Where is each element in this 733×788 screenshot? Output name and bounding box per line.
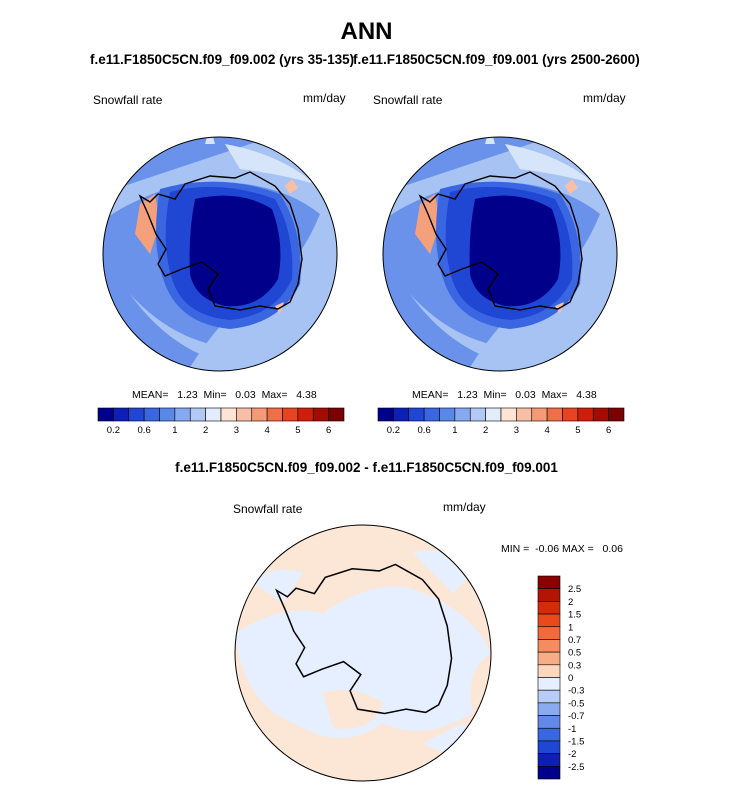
panel-2-colorbar-swatch: [485, 407, 502, 422]
panel-1-colorbar-swatch: [312, 407, 329, 422]
diff-colorbar-swatch: [537, 766, 561, 780]
diff-colorbar-swatch: [537, 588, 561, 602]
diff-colorbar-swatch: [537, 727, 561, 742]
panel-1-subtitle: f.e11.F1850C5CN.f09_f09.002 (yrs 35-135): [90, 52, 355, 67]
panel-2-colorbar-tick-label: 1: [452, 425, 457, 436]
panel-2-map: [382, 136, 618, 372]
diff-colorbar-swatch: [537, 639, 561, 653]
diff-colorbar-swatch: [537, 740, 561, 754]
panel-1-colorbar-swatch: [174, 407, 191, 422]
panel-1-colorbar-tick-label: 1: [172, 425, 177, 436]
diff-colorbar-tick-label: 1.5: [568, 610, 581, 621]
panel-2-subtitle: f.e11.F1850C5CN.f09_f09.001 (yrs 2500-26…: [353, 52, 640, 67]
panel-2-colorbar-swatch: [531, 407, 548, 422]
panel-2-colorbar-tick-label: 0.6: [418, 425, 431, 436]
panel-1-colorbar-swatch: [297, 407, 314, 422]
diff-colorbar-swatch: [537, 601, 561, 615]
panel-1-colorbar-swatch: [328, 407, 345, 422]
diff-colorbar-swatch: [537, 613, 561, 628]
panel-2-colorbar-swatch: [423, 407, 440, 422]
panel-2-colorbar-tick-label: 3: [514, 425, 519, 436]
diff-colorbar-tick-label: -0.7: [568, 711, 584, 722]
diff-colorbar-tick-label: -2: [568, 749, 576, 760]
diff-colorbar-tick-label: -0.5: [568, 698, 584, 709]
panel-2-colorbar-swatch: [546, 407, 563, 422]
panel-2-colorbar-swatch: [454, 407, 471, 422]
panel-1-colorbar-tick-label: 2: [203, 425, 208, 436]
diff-colorbar-tick-label: -2.5: [568, 762, 584, 773]
panel-2-colorbar-tick-label: 4: [544, 425, 549, 436]
diff-colorbar-swatch: [537, 753, 561, 767]
diff-map: [234, 524, 492, 782]
panel-2-colorbar-swatch: [577, 407, 594, 422]
panel-2-colorbar: 0.2 0.6 1 2 3 4 5 6: [377, 407, 625, 436]
diff-colorbar-swatch: [537, 715, 561, 729]
panel-1-colorbar-swatch: [205, 407, 222, 422]
diff-colorbar-swatch: [537, 689, 561, 704]
panel-1-colorbar-tick-label: 0.6: [138, 425, 151, 436]
panel-1-colorbar-swatch: [143, 407, 160, 422]
panel-2-colorbar-swatch: [469, 407, 486, 422]
panel-1-map: [102, 136, 338, 372]
diff-colorbar-swatch: [537, 702, 561, 716]
panel-2-colorbar-swatch: [608, 407, 625, 422]
panel-1-colorbar-swatch: [251, 407, 268, 422]
panel-2-colorbar-swatch: [562, 407, 579, 422]
diff-colorbar-swatch: [537, 575, 561, 589]
panel-1-colorbar-swatch: [220, 407, 237, 422]
panel-2-colorbar-swatch: [516, 407, 533, 422]
diff-colorbar-tick-label: 0.5: [568, 648, 581, 659]
diff-colorbar-tick-label: -1.5: [568, 736, 584, 747]
panel-1-colorbar-tick-label: 6: [326, 425, 331, 436]
panel-1-colorbar-tick-label: 5: [295, 425, 300, 436]
panel-2-colorbar-tick-label: 6: [606, 425, 611, 436]
diff-colorbar-tick-label: -1: [568, 724, 576, 735]
panel-2-colorbar-swatch: [500, 407, 517, 422]
panel-1-colorbar-tick-label: 4: [264, 425, 269, 436]
diff-colorbar-tick-label: 2.5: [568, 584, 581, 595]
panel-1-colorbar-swatch: [282, 407, 299, 422]
panel-1-colorbar-swatch: [189, 407, 206, 422]
panel-1-colorbar-swatch: [159, 407, 176, 422]
panel-1-colorbar-swatch: [266, 407, 283, 422]
panel-1-colorbar: 0.2 0.6 1 2 3 4 5 6: [97, 407, 345, 436]
panel-2-units: mm/day: [583, 91, 626, 105]
panel-2-colorbar-tick-label: 2: [483, 425, 488, 436]
panel-2-var-label: Snowfall rate: [373, 93, 443, 107]
panel-2-colorbar-swatch: [377, 407, 394, 422]
diff-colorbar-tick-label: 0.7: [568, 635, 581, 646]
diff-subtitle: f.e11.F1850C5CN.f09_f09.002 - f.e11.F185…: [175, 460, 558, 475]
panel-2-colorbar-swatch: [393, 407, 410, 422]
panel-2-colorbar-swatch: [439, 407, 456, 422]
diff-var-label: Snowfall rate: [233, 502, 303, 516]
panel-1-colorbar-swatch: [97, 407, 114, 422]
diff-stats: MIN = -0.06 MAX = 0.06: [501, 543, 623, 555]
diff-colorbar-tick-label: 0: [568, 673, 573, 684]
diff-colorbar-tick-label: 2: [568, 597, 573, 608]
diff-colorbar: 2.5 2 1.51 0.7 0.50.3 0 -0.3-0.5 -0.7 -1-1.5 -2 -2…: [537, 575, 584, 780]
diff-colorbar-tick-label: 0.3: [568, 660, 581, 671]
diff-colorbar-swatch: [537, 664, 561, 678]
panel-2-stats: MEAN= 1.23 Min= 0.03 Max= 4.38: [412, 389, 597, 401]
diff-colorbar-swatch: [537, 626, 561, 640]
diff-colorbar-swatch: [537, 651, 561, 666]
panel-2-colorbar-tick-label: 0.2: [387, 425, 400, 436]
panel-1-colorbar-tick-label: 3: [234, 425, 239, 436]
panel-1-var-label: Snowfall rate: [93, 93, 163, 107]
panel-2-colorbar-swatch: [592, 407, 609, 422]
main-title: ANN: [340, 18, 393, 45]
panel-1-colorbar-tick-label: 0.2: [107, 425, 120, 436]
panel-1-stats: MEAN= 1.23 Min= 0.03 Max= 4.38: [132, 389, 317, 401]
panel-1-colorbar-swatch: [128, 407, 145, 422]
panel-1-units: mm/day: [303, 91, 346, 105]
panel-1-colorbar-swatch: [236, 407, 253, 422]
diff-units: mm/day: [443, 500, 486, 514]
panel-1-colorbar-swatch: [113, 407, 130, 422]
diff-colorbar-tick-label: 1: [568, 622, 573, 633]
panel-2-colorbar-tick-label: 5: [575, 425, 580, 436]
diff-colorbar-tick-label: -0.3: [568, 686, 584, 697]
panel-2-colorbar-swatch: [408, 407, 425, 422]
diff-colorbar-swatch: [537, 677, 561, 691]
